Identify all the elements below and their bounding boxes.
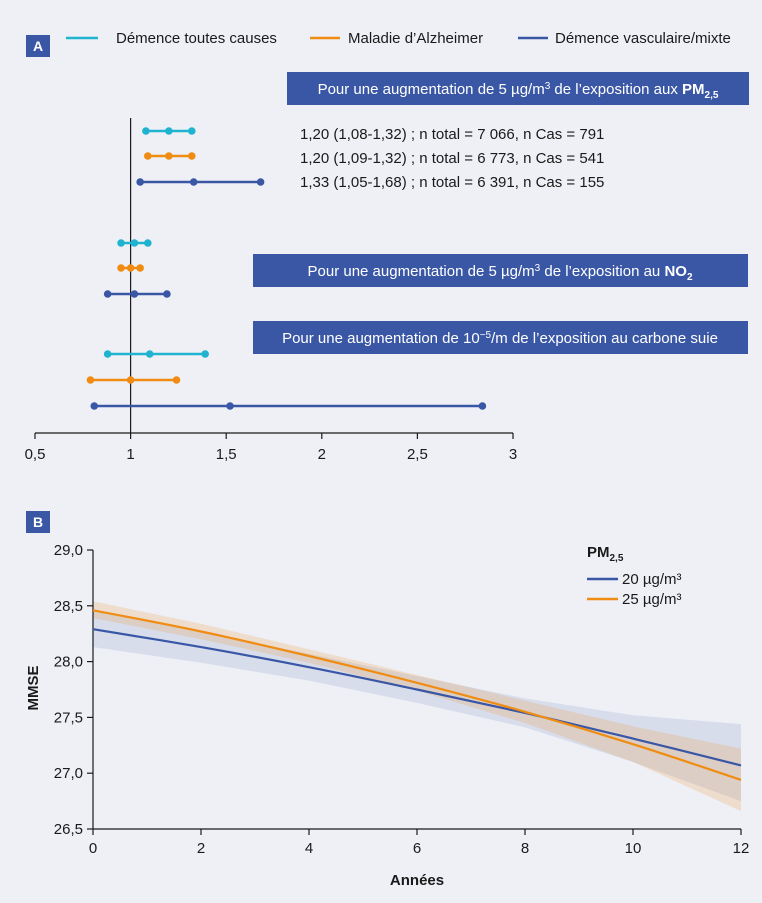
- annotation-all-cause: 1,20 (1,08-1,32) ; n total = 7 066, n Ca…: [300, 126, 604, 143]
- legend-25: 25 µg/m³: [622, 591, 682, 608]
- x-axis-title: Années: [390, 872, 444, 889]
- ci-lower-point: [86, 376, 95, 384]
- ci-upper-point: [187, 127, 196, 135]
- annotation-alzheimer: 1,20 (1,09-1,32) ; n total = 6 773, n Ca…: [300, 150, 604, 167]
- panel-b: B PM2,5 20 µg/m³ 25 µg/m³ Années MMSE 26…: [25, 511, 749, 889]
- panel-a-label: A: [33, 38, 43, 54]
- y-axis-title: MMSE: [25, 666, 42, 711]
- ci-upper-point: [136, 264, 144, 272]
- legend-vascular: Démence vasculaire/mixte: [555, 30, 731, 47]
- banner-no2-text: Pour une augmentation de 5 µg/m3 de l’ex…: [308, 263, 693, 283]
- panel-a-legend: Démence toutes causes Maladie d’Alzheime…: [66, 30, 731, 47]
- ci-lower-point: [144, 152, 152, 160]
- ci-lower-point: [103, 290, 112, 298]
- banner-pm25-prefix: Pour une augmentation de 5 µg/m: [318, 81, 545, 98]
- legend-title: PM2,5: [587, 544, 624, 564]
- estimate-point: [165, 152, 173, 160]
- y-tick-label: 28,0: [54, 654, 83, 671]
- panel-b-label: B: [33, 514, 43, 530]
- banner-no2-bold: NO: [664, 263, 687, 280]
- banner-black-carbon-text: Pour une augmentation de 10−5/m de l’exp…: [282, 330, 718, 347]
- series-line: [92, 628, 742, 767]
- y-tick-label: 27,0: [54, 765, 83, 782]
- banner-pm25-bg: [287, 72, 749, 105]
- banner-no2-sup: 3: [535, 263, 541, 274]
- banner-pm25: Pour une augmentation de 5 µg/m3 de l’ex…: [287, 72, 749, 105]
- banner-no2-prefix: Pour une augmentation de 5 µg/m: [308, 263, 535, 280]
- banner-pm25-bold: PM: [682, 81, 705, 98]
- legend-all-cause: Démence toutes causes: [116, 30, 277, 47]
- x-tick-label: 0,5: [25, 446, 46, 463]
- forest-plot: 0,5 1 1,5 2 2,5 3: [25, 118, 517, 463]
- banner-pm25-sub: 2,5: [705, 90, 719, 101]
- x-tick-label: 2: [318, 446, 326, 463]
- ci-upper-point: [201, 350, 209, 358]
- banner-no2-sub: 2: [687, 272, 693, 283]
- ci-upper-point: [144, 239, 152, 247]
- legend-title-sub: 2,5: [610, 553, 624, 564]
- ci-lower-point: [142, 127, 150, 135]
- estimate-point: [130, 239, 139, 247]
- annotation-vascular: 1,33 (1,05-1,68) ; n total = 6 391, n Ca…: [300, 174, 604, 191]
- estimate-point: [145, 350, 154, 358]
- estimate-point: [126, 376, 135, 384]
- panel-b-badge: [26, 511, 50, 533]
- x-tick-label: 2,5: [407, 446, 428, 463]
- x-tick-label: 12: [733, 840, 750, 857]
- x-tick-label: 1: [126, 446, 134, 463]
- ci-upper-point: [187, 152, 196, 160]
- panel-a: A Démence toutes causes Maladie d’Alzhei…: [25, 30, 749, 463]
- y-tick-label: 29,0: [54, 542, 83, 559]
- x-tick-label: 1,5: [216, 446, 237, 463]
- ci-upper-point: [163, 290, 171, 298]
- banner-black-carbon-prefix: Pour une augmentation de 10: [282, 330, 480, 347]
- estimate-point: [226, 402, 234, 410]
- legend-20: 20 µg/m³: [622, 571, 682, 588]
- legend-alzheimer: Maladie d’Alzheimer: [348, 30, 483, 47]
- ci-upper-point: [172, 376, 181, 384]
- x-tick-label: 4: [305, 840, 313, 857]
- y-tick-label: 27,5: [54, 709, 83, 726]
- ci-lower-point: [136, 178, 144, 186]
- x-tick-label: 0: [89, 840, 97, 857]
- banner-no2-mid: de l’exposition au: [540, 263, 664, 280]
- estimate-point: [130, 290, 139, 298]
- y-tick-label: 28,5: [54, 598, 83, 615]
- confidence-band: [93, 601, 741, 812]
- banner-black-carbon-mid: /m de l’exposition au carbone suie: [491, 330, 718, 347]
- line-chart: 26,5 27,0 27,5 28,0 28,5 29,0 0 2 4 6 8 10 12: [54, 542, 750, 857]
- banner-no2: Pour une augmentation de 5 µg/m3 de l’ex…: [253, 254, 748, 287]
- ci-lower-point: [103, 350, 112, 358]
- panel-b-legend: PM2,5 20 µg/m³ 25 µg/m³: [587, 544, 682, 608]
- banner-black-carbon-sup: −5: [480, 330, 492, 341]
- banner-black-carbon: Pour une augmentation de 10−5/m de l’exp…: [253, 321, 748, 354]
- ci-upper-point: [256, 178, 265, 186]
- banner-black-carbon-bg: [253, 321, 748, 354]
- confidence-band: [93, 611, 741, 802]
- banner-pm25-text: Pour une augmentation de 5 µg/m3 de l’ex…: [318, 81, 719, 101]
- panel-a-badge: [26, 35, 50, 57]
- banner-pm25-mid: de l’exposition aux: [550, 81, 682, 98]
- banner-pm25-sup: 3: [545, 81, 551, 92]
- x-tick-label: 6: [413, 840, 421, 857]
- series-line: [92, 609, 742, 781]
- banner-no2-bg: [253, 254, 748, 287]
- ci-lower-point: [117, 239, 125, 247]
- x-tick-label: 2: [197, 840, 205, 857]
- estimate-point: [189, 178, 198, 186]
- x-tick-label: 8: [521, 840, 529, 857]
- y-tick-label: 26,5: [54, 821, 83, 838]
- x-tick-label: 10: [625, 840, 642, 857]
- ci-upper-point: [478, 402, 487, 410]
- ci-lower-point: [117, 264, 125, 272]
- x-tick-label: 3: [509, 446, 517, 463]
- legend-title-main: PM: [587, 544, 610, 561]
- estimate-point: [126, 264, 135, 272]
- ci-lower-point: [90, 402, 99, 410]
- estimate-point: [165, 127, 173, 135]
